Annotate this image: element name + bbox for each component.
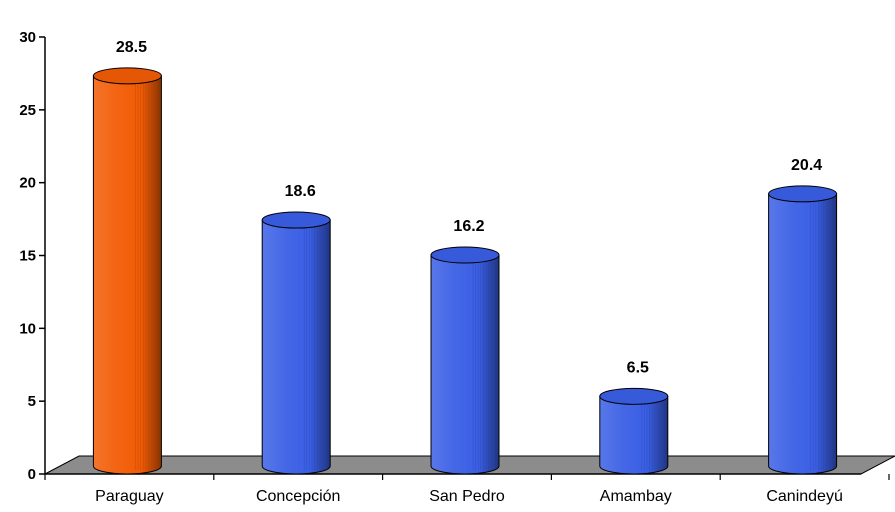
y-tick-label: 25 — [19, 102, 36, 119]
data-label: 16.2 — [453, 218, 484, 235]
bar-top — [768, 185, 838, 203]
y-tick-label: 15 — [19, 248, 36, 265]
x-tick-label: Amambay — [600, 488, 672, 505]
bar-body — [768, 193, 838, 475]
bar-top — [430, 246, 500, 264]
data-label: 18.6 — [285, 183, 316, 200]
x-tick-label: Concepción — [256, 488, 341, 505]
bar-concepci-n — [261, 211, 331, 475]
bar-body — [92, 75, 162, 475]
bar-top — [261, 211, 331, 229]
bar-canindey- — [768, 185, 838, 475]
y-tick-label: 5 — [28, 393, 36, 410]
y-tick-label: 30 — [19, 29, 36, 46]
y-tick-label: 0 — [28, 466, 36, 483]
bar-amambay — [599, 387, 669, 475]
bar-body — [430, 254, 500, 475]
bar-san-pedro — [430, 246, 500, 475]
bar-body — [599, 395, 669, 475]
x-tick-label: Canindeyú — [766, 488, 843, 505]
data-label: 6.5 — [627, 359, 649, 376]
bar-paraguay — [92, 67, 162, 475]
bar-top — [92, 67, 162, 85]
bar-body — [261, 219, 331, 475]
data-label: 28.5 — [116, 39, 147, 56]
x-tick-label: San Pedro — [429, 488, 505, 505]
x-tick-label: Paraguay — [95, 488, 164, 505]
data-label: 20.4 — [791, 157, 822, 174]
bar-top — [599, 387, 669, 405]
y-tick-label: 10 — [19, 320, 36, 337]
y-tick-label: 20 — [19, 175, 36, 192]
